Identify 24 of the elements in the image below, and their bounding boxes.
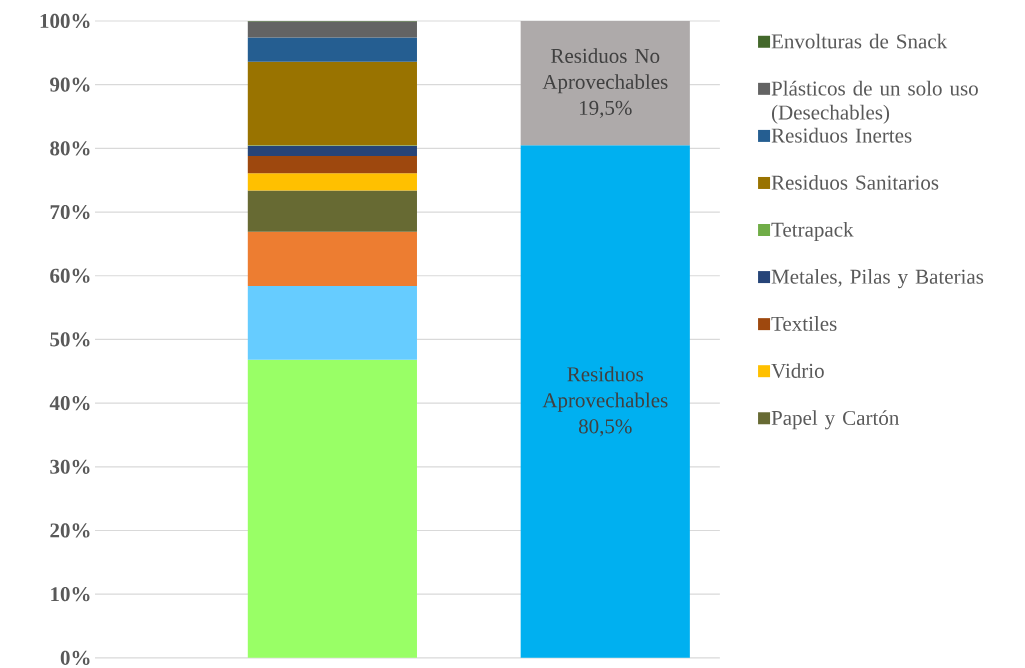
legend-label: Envolturas de Snack [771, 33, 948, 49]
y-tick-label: 70% [50, 204, 90, 220]
y-tick-label: 20% [50, 523, 90, 538]
y-tick-label: 60% [50, 268, 90, 283]
y-tick-label: 0% [60, 650, 90, 665]
legend-label: Metales, Pilas y Baterias [771, 268, 984, 288]
legend-label: Residuos Sanitarios [771, 174, 939, 190]
series-label: Residuos Aprovechables [542, 366, 668, 412]
legend-label: Tetrapack [771, 221, 854, 241]
legend-label: Papel y Cartón [771, 410, 900, 430]
legend-label: Plásticos de un solo uso (Desechables) [771, 80, 978, 124]
y-tick-label: 90% [50, 77, 90, 92]
data-label: 80,5% [578, 419, 632, 437]
y-tick-label: 50% [50, 332, 90, 347]
y-tick-label: 40% [49, 395, 90, 411]
series-label: Residuos No Aprovechables [542, 48, 668, 94]
legend-label: Vidrio [771, 363, 824, 378]
legend-label: Residuos Inertes [771, 127, 912, 143]
y-tick-label: 100% [40, 13, 90, 28]
y-tick-label: 10% [51, 586, 90, 602]
y-tick-label: 80% [50, 141, 90, 156]
y-tick-label: 30% [50, 459, 90, 474]
legend-label: Textiles [771, 315, 837, 331]
data-label: 19,5% [580, 100, 632, 118]
